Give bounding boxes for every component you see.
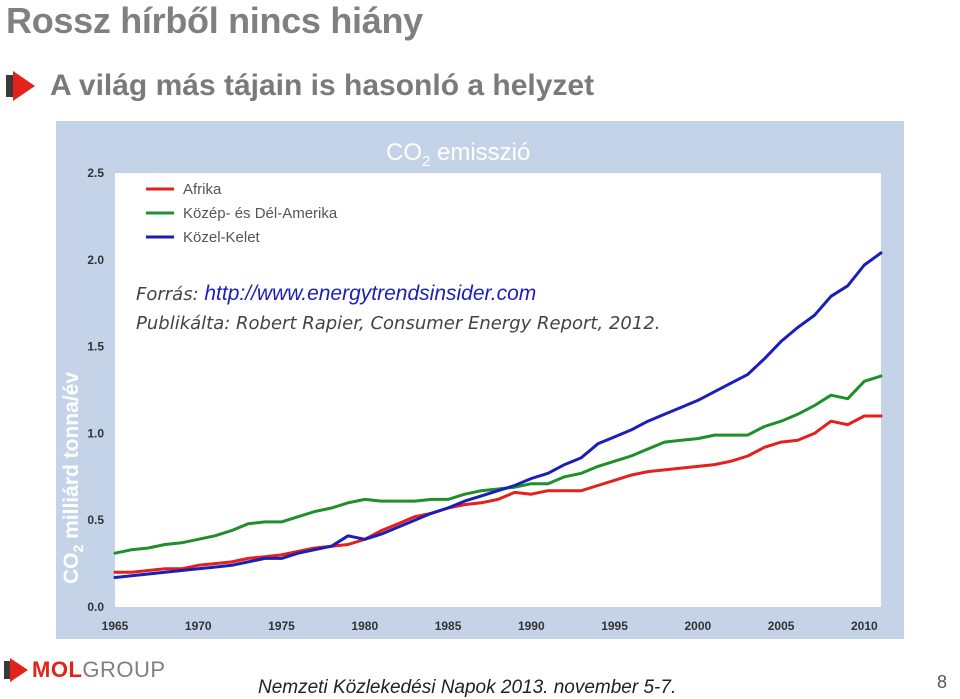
- source-note: Forrás: http://www.energytrendsinsider.c…: [136, 282, 536, 305]
- y-tick-label: 2.5: [87, 166, 104, 180]
- series-line-1: [113, 374, 883, 555]
- legend-label: Közel-Kelet: [183, 229, 261, 246]
- mol-group-logo: MOLGROUP: [4, 657, 166, 683]
- series-line-0: [113, 414, 883, 574]
- y-tick-label: 2.0: [87, 253, 104, 267]
- chart-title: CO2 emisszió: [386, 139, 530, 170]
- red-arrow-bullet-icon: [6, 71, 35, 101]
- mol-logo-mark-icon: [4, 658, 28, 682]
- footer-event-text: Nemzeti Közlekedési Napok 2013. november…: [258, 677, 677, 698]
- x-tick-label: 1975: [268, 619, 295, 633]
- logo-group-text: GROUP: [82, 657, 166, 682]
- published-note: Publikálta: Robert Rapier, Consumer Ener…: [136, 313, 660, 334]
- y-tick-label: 0.5: [87, 513, 104, 527]
- x-tick-label: 2010: [851, 619, 878, 633]
- slide-subtitle: A világ más tájain is hasonló a helyzet: [50, 69, 595, 102]
- slide-title: Rossz hírből nincs hiány: [6, 0, 423, 41]
- legend-label: Közép- és Dél-Amerika: [183, 205, 338, 222]
- x-tick-label: 2005: [768, 619, 795, 633]
- subtitle-row: A világ más tájain is hasonló a helyzet: [6, 64, 594, 108]
- x-tick-label: 2000: [684, 619, 711, 633]
- series-line-2: [113, 251, 883, 579]
- legend: Afrika Közép- és Dél-Amerika Közel-Kelet: [146, 181, 338, 246]
- x-tick-label: 1965: [102, 619, 129, 633]
- chart-panel: CO2 emisszió 0.0 0.5 1.0 1.5 2.0 2.5 1965 1970…: [56, 121, 904, 639]
- co2-emission-chart: CO2 emisszió 0.0 0.5 1.0 1.5 2.0 2.5 1965 1970…: [87, 139, 883, 633]
- plot-area: [115, 173, 881, 607]
- y-axis-label: CO2 milliárd tonna/év: [60, 371, 87, 584]
- legend-label: Afrika: [183, 181, 222, 198]
- logo-mol-text: MOL: [32, 657, 83, 682]
- y-tick-label: 1.0: [87, 426, 104, 440]
- x-axis: 1965 1970 1975 1980 1985 1990 1995 2000 2005 2010: [102, 619, 878, 633]
- x-tick-label: 1980: [351, 619, 378, 633]
- source-link: http://www.energytrendsinsider.com: [204, 282, 536, 305]
- series-lines: [113, 251, 883, 579]
- y-axis: 0.0 0.5 1.0 1.5 2.0 2.5: [87, 166, 104, 614]
- x-tick-label: 1985: [435, 619, 462, 633]
- y-tick-label: 1.5: [87, 340, 104, 354]
- x-tick-label: 1990: [518, 619, 545, 633]
- x-tick-label: 1970: [185, 619, 212, 633]
- y-tick-label: 0.0: [87, 600, 104, 614]
- x-tick-label: 1995: [601, 619, 628, 633]
- page-number: 8: [937, 672, 948, 692]
